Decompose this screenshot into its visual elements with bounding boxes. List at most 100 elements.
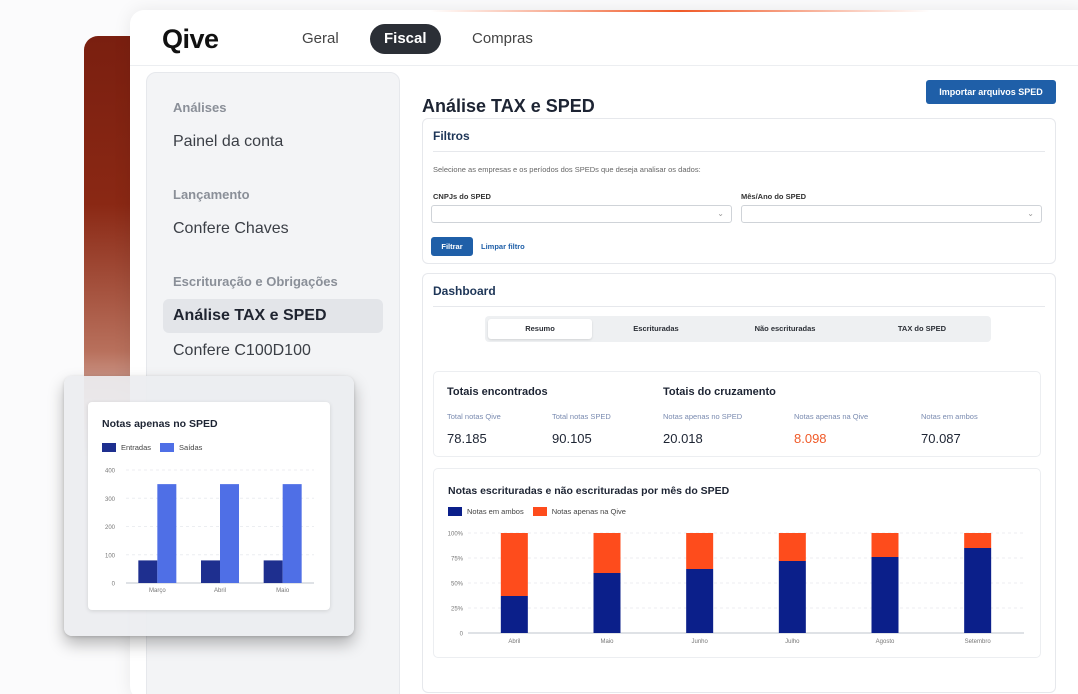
filter-button[interactable]: Filtrar — [431, 237, 473, 256]
y-tick-label: 400 — [105, 469, 116, 475]
app-window: Qive Geral Fiscal Compras Análises Paine… — [130, 10, 1078, 694]
legend-label: Saídas — [179, 443, 203, 452]
tab-escrituradas[interactable]: Escrituradas — [633, 324, 679, 333]
bar-segment — [686, 533, 714, 569]
bar-segment — [593, 573, 621, 633]
metric-value: 70.087 — [921, 431, 961, 446]
y-tick-label: 200 — [105, 525, 116, 531]
y-tick-label: 100 — [105, 553, 116, 559]
bar-segment — [871, 533, 899, 557]
x-tick-label: Setembro — [965, 639, 992, 645]
metric-label: Notas apenas na Qive — [794, 412, 869, 421]
filters-card: Filtros Selecione as empresas e os perío… — [422, 118, 1056, 264]
monthly-chart: 0 25% 50% 75% 100% Abril Maio Junho Julho Agosto S… — [448, 532, 1024, 645]
sped-only-chart-card: Notas apenas no SPED Entradas Saídas 0 10… — [88, 402, 330, 610]
legend-item: Notas em ambos — [448, 507, 524, 516]
legend-item: Notas apenas na Qive — [532, 507, 626, 516]
bar-segment — [964, 533, 992, 548]
y-tick-label: 75% — [451, 557, 464, 563]
filters-hint: Selecione as empresas e os períodos dos … — [433, 165, 701, 174]
tab-tax-do-sped[interactable]: TAX do SPED — [897, 324, 947, 333]
totals-panel: Totais encontrados Totais do cruzamento … — [433, 371, 1041, 457]
chart-title: Notas apenas no SPED — [102, 418, 218, 430]
sidebar-item-confere-chaves[interactable]: Confere Chaves — [173, 220, 289, 237]
tab-nao-escrituradas[interactable]: Não escrituradas — [754, 324, 816, 333]
x-tick-label: Agosto — [876, 639, 895, 645]
metric-label: Notas em ambos — [921, 412, 978, 421]
legend-label: Entradas — [121, 443, 152, 452]
x-tick-label: Junho — [691, 639, 708, 645]
cnpj-label: CNPJs do SPED — [433, 192, 491, 201]
chart-title: Notas escrituradas e não escrituradas po… — [448, 485, 730, 497]
tab-fiscal[interactable]: Fiscal — [370, 24, 441, 54]
bar — [201, 560, 220, 583]
y-tick-label: 100% — [448, 532, 464, 538]
metric-value: 20.018 — [663, 431, 703, 446]
bar — [282, 484, 302, 583]
sidebar-item-confere-c100d100[interactable]: Confere C100D100 — [173, 342, 311, 359]
clear-filter-link[interactable]: Limpar filtro — [481, 242, 525, 251]
monthly-chart-card: Notas escrituradas e não escrituradas po… — [433, 468, 1041, 658]
bar-segment — [964, 548, 992, 633]
bar-segment — [500, 596, 528, 633]
legend-swatch — [102, 443, 116, 452]
metric-label: Total notas SPED — [552, 412, 611, 421]
chart-legend: Notas em ambos Notas apenas na Qive — [448, 507, 635, 516]
dashboard-title: Dashboard — [433, 284, 496, 298]
legend-item: Entradas — [102, 443, 151, 452]
tab-resumo[interactable]: Resumo — [488, 319, 592, 339]
tab-geral[interactable]: Geral — [302, 30, 339, 47]
metric-value: 78.185 — [447, 431, 487, 446]
metric-label: Total notas Qive — [447, 412, 501, 421]
chevron-down-icon: ⌄ — [717, 209, 724, 218]
x-tick-label: Julho — [785, 639, 800, 645]
bar — [263, 560, 283, 583]
qive-logo[interactable]: Qive — [162, 24, 219, 54]
accent-line — [430, 10, 930, 12]
x-tick-label: Maio — [276, 588, 290, 594]
sidebar-section-lancamento: Lançamento — [173, 187, 250, 202]
x-tick-label: Abril — [508, 639, 520, 645]
sidebar-item-painel-da-conta[interactable]: Painel da conta — [173, 133, 284, 150]
legend-swatch — [160, 443, 175, 452]
legend-label: Notas apenas na Qive — [551, 507, 626, 516]
x-tick-label: Abril — [214, 588, 226, 594]
import-sped-button[interactable]: Importar arquivos SPED — [926, 80, 1056, 104]
filters-title: Filtros — [433, 129, 470, 143]
legend-swatch — [532, 507, 547, 516]
y-tick-label: 300 — [105, 497, 116, 503]
x-tick-label: Maio — [600, 639, 614, 645]
divider — [433, 306, 1045, 307]
bar — [220, 484, 239, 583]
legend-item: Saídas — [160, 443, 202, 452]
totals-found-title: Totais encontrados — [447, 386, 548, 398]
sidebar-section-escrituracao: Escrituração e Obrigações — [173, 274, 338, 289]
dashboard-tabs: Resumo Escrituradas Não escrituradas TAX… — [485, 316, 991, 342]
period-label: Mês/Ano do SPED — [741, 192, 807, 201]
bar — [138, 560, 158, 583]
dashboard-card: Dashboard Resumo Escrituradas Não escrit… — [422, 273, 1056, 693]
metric-value: 90.105 — [552, 431, 592, 446]
top-header: Qive Geral Fiscal Compras — [130, 10, 1078, 66]
y-tick-label: 25% — [451, 607, 464, 613]
legend-swatch — [448, 507, 462, 516]
tab-compras[interactable]: Compras — [472, 30, 533, 47]
y-tick-label: 50% — [451, 582, 464, 588]
metric-value: 8.098 — [794, 431, 827, 446]
totals-cross-title: Totais do cruzamento — [663, 386, 776, 398]
y-tick-label: 0 — [460, 632, 464, 638]
bar-segment — [778, 533, 806, 561]
sidebar-item-analise-tax-sped[interactable]: Análise TAX e SPED — [163, 299, 383, 333]
bar-segment — [500, 533, 528, 596]
x-tick-label: Março — [149, 588, 166, 594]
divider — [433, 151, 1045, 152]
bar-segment — [778, 561, 806, 633]
bar — [157, 484, 177, 583]
chevron-down-icon: ⌄ — [1027, 209, 1034, 218]
bar-segment — [686, 569, 714, 633]
period-select[interactable]: ⌄ — [741, 205, 1042, 223]
bar-segment — [593, 533, 621, 573]
bar-segment — [871, 557, 899, 633]
cnpj-select[interactable]: ⌄ — [431, 205, 732, 223]
